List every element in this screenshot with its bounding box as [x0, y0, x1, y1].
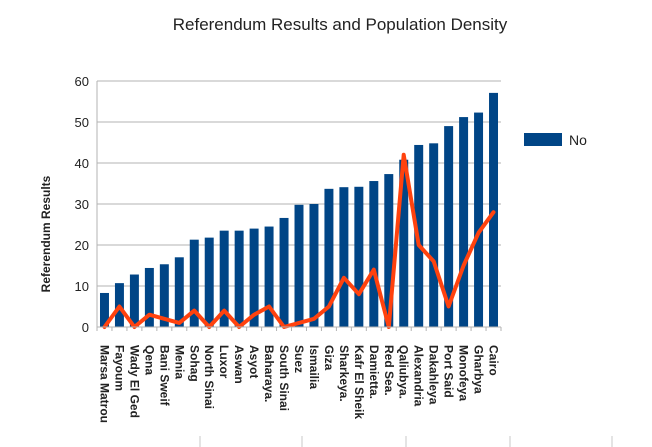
bottom-ticks: [199, 436, 613, 447]
bar: [459, 117, 469, 327]
bar: [384, 174, 394, 327]
bar: [429, 143, 439, 327]
y-tick-labels: 0 10 20 30 40 50 60: [75, 74, 89, 335]
bar: [159, 264, 169, 327]
bar: [474, 112, 484, 327]
y-tick-label: 20: [75, 238, 89, 253]
category-label: Baharaya.: [262, 345, 276, 402]
category-label: Alexandria: [412, 345, 426, 407]
category-label: Kafr El Sheik: [352, 345, 366, 419]
legend-label-no: No: [569, 132, 587, 148]
bar: [219, 230, 229, 327]
y-tick-label: 40: [75, 156, 89, 171]
bar: [249, 228, 259, 327]
chart-title: Referendum Results and Population Densit…: [173, 15, 508, 34]
bar: [324, 188, 334, 327]
y-tick-label: 0: [82, 320, 89, 335]
bar: [294, 204, 304, 327]
axes: [96, 81, 502, 331]
category-label: Red Sea.: [382, 345, 396, 396]
category-label: South Sinai: [277, 345, 291, 411]
category-label: Sharkeya.: [337, 345, 351, 402]
y-tick-label: 10: [75, 279, 89, 294]
category-label: Ismailia: [307, 345, 321, 389]
bar: [144, 267, 154, 327]
category-label: Dakahleya: [427, 345, 441, 405]
bar: [339, 187, 349, 327]
series-line: [102, 152, 496, 329]
category-label: Luxor: [217, 345, 231, 379]
category-label: Wady El Ged: [127, 345, 141, 418]
bar: [264, 226, 274, 327]
category-label: Bani Sweif: [157, 345, 171, 407]
bar: [444, 126, 454, 327]
bar: [234, 230, 244, 327]
category-label: Damietta.: [367, 345, 381, 399]
bar-series: [99, 92, 499, 327]
legend: No: [524, 132, 587, 148]
bar: [369, 181, 379, 327]
category-label: Aswan: [232, 345, 246, 384]
bar: [204, 237, 214, 327]
category-label: Port Said: [442, 345, 456, 398]
category-label: Fayoum: [112, 345, 126, 391]
bar: [354, 186, 364, 327]
category-label: Marsa Matrou: [97, 345, 111, 423]
bar: [99, 292, 109, 327]
y-axis-label: Referendum Results: [39, 175, 53, 292]
x-category-labels: Marsa Matrou Fayoum Wady El Ged Qena Bani Sw…: [97, 345, 500, 423]
line-series: [102, 152, 496, 329]
bar: [129, 274, 139, 327]
category-label: Menia: [172, 345, 186, 379]
y-tick-label: 30: [75, 197, 89, 212]
bar: [279, 217, 289, 327]
category-label: Cairo: [487, 345, 501, 376]
category-label: Giza: [322, 345, 336, 371]
bar: [399, 159, 409, 327]
bar: [489, 92, 499, 327]
y-tick-label: 60: [75, 74, 89, 89]
bar: [189, 239, 199, 327]
y-tick-label: 50: [75, 115, 89, 130]
category-label: Gharbya: [472, 345, 486, 394]
category-label: Qena: [142, 345, 156, 375]
category-label: Suez: [292, 345, 306, 373]
category-label: Asyot: [247, 345, 261, 378]
category-label: Monofeya: [457, 345, 471, 401]
bar: [174, 257, 184, 327]
category-label: North Sinai: [202, 345, 216, 409]
category-label: Sohag: [187, 345, 201, 382]
bar: [309, 204, 319, 327]
category-label: Qaliubya.: [397, 345, 411, 399]
legend-swatch-no: [524, 133, 562, 146]
